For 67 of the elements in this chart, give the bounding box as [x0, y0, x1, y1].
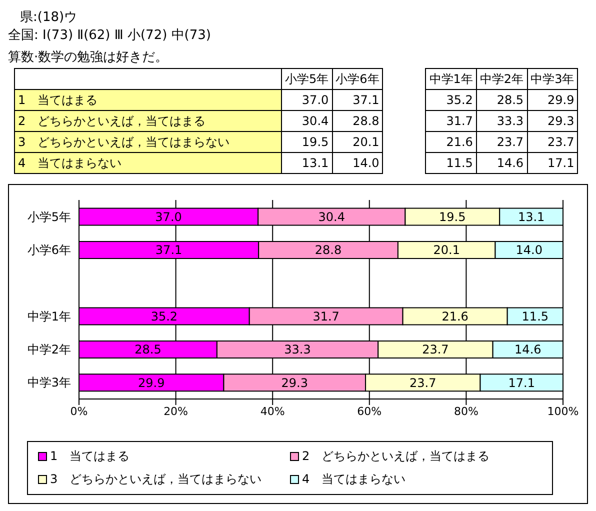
data-label: 14.0	[516, 243, 542, 258]
text: 20.1	[352, 135, 380, 149]
text: 29.3	[547, 114, 574, 128]
text: 37.0	[302, 93, 329, 107]
text: 14.6	[496, 156, 524, 170]
data-label: 21.6	[442, 310, 468, 324]
x-tick-label: 40%	[260, 404, 285, 418]
x-tick-label: 60%	[357, 404, 382, 418]
x-tick-label: 80%	[454, 404, 478, 418]
data-label: 23.7	[410, 376, 436, 390]
x-tick-label: 0%	[70, 404, 88, 418]
text: 4 当てはまらない	[18, 156, 122, 170]
text: 11.5	[446, 156, 473, 170]
legend-label: 4 当てはまらない	[302, 471, 406, 488]
category-label: 中学1年	[429, 72, 473, 86]
chart-title: 県:(18)ウ	[19, 9, 78, 26]
text: 19.5	[302, 135, 329, 149]
text: 23.7	[496, 135, 524, 149]
text: 3 どちらかといえば，当てはまらない	[18, 134, 230, 148]
legend-label: 1 当てはまる	[50, 448, 130, 465]
data-label: 14.6	[514, 342, 542, 357]
chart-subtitle: 全国: Ⅰ(73) Ⅱ(62) Ⅲ 小(72) 中(73)	[8, 27, 212, 44]
text: 28.8	[352, 114, 380, 128]
text: 28.5	[496, 93, 524, 107]
text: 2 どちらかといえば，当てはまる	[18, 114, 206, 128]
data-label: 29.3	[281, 376, 308, 390]
text: 33.3	[496, 114, 524, 128]
text: 1 当てはまる	[18, 92, 98, 106]
text: 14.0	[352, 156, 380, 170]
y-tick-label: 中学3年	[27, 376, 71, 390]
y-tick-label: 小学6年	[27, 243, 71, 258]
data-label: 13.1	[518, 210, 545, 224]
data-label: 31.7	[312, 310, 340, 324]
category-label: 小学5年	[285, 72, 329, 86]
data-label: 37.0	[155, 210, 182, 224]
category-label: 小学6年	[336, 72, 380, 86]
x-tick-label: 100%	[547, 404, 579, 418]
text: 37.1	[352, 93, 380, 107]
data-label: 17.1	[508, 376, 535, 390]
text: 13.1	[302, 156, 329, 170]
text: 21.6	[446, 135, 473, 149]
data-label: 30.4	[318, 210, 346, 224]
data-label: 23.7	[422, 342, 449, 357]
y-tick-label: 中学1年	[27, 309, 71, 324]
text: 算数·数学の勉強は好きだ。	[8, 49, 170, 66]
category-label: 中学2年	[480, 72, 524, 86]
data-label: 11.5	[522, 310, 549, 324]
legend-label: 2 どちらかといえば，当てはまる	[302, 448, 490, 465]
x-tick-label: 20%	[164, 404, 188, 418]
data-label: 28.5	[134, 342, 162, 357]
data-label: 20.1	[433, 243, 460, 258]
y-tick-label: 中学2年	[27, 342, 71, 357]
text: 35.2	[446, 93, 473, 107]
y-tick-label: 小学5年	[27, 210, 71, 224]
data-label: 29.9	[138, 376, 165, 390]
data-label: 35.2	[150, 310, 178, 324]
data-label: 19.5	[439, 210, 466, 224]
data-label: 37.1	[155, 243, 182, 258]
legend-label: 3 どちらかといえば，当てはまらない	[50, 471, 262, 488]
data-label: 33.3	[284, 342, 311, 357]
text: 23.7	[547, 135, 574, 149]
text: 31.7	[446, 114, 473, 128]
category-label: 中学3年	[530, 72, 574, 86]
text: 17.1	[547, 156, 574, 170]
text: 29.9	[547, 93, 574, 107]
data-label: 28.8	[314, 243, 342, 258]
text: 30.4	[302, 114, 329, 128]
